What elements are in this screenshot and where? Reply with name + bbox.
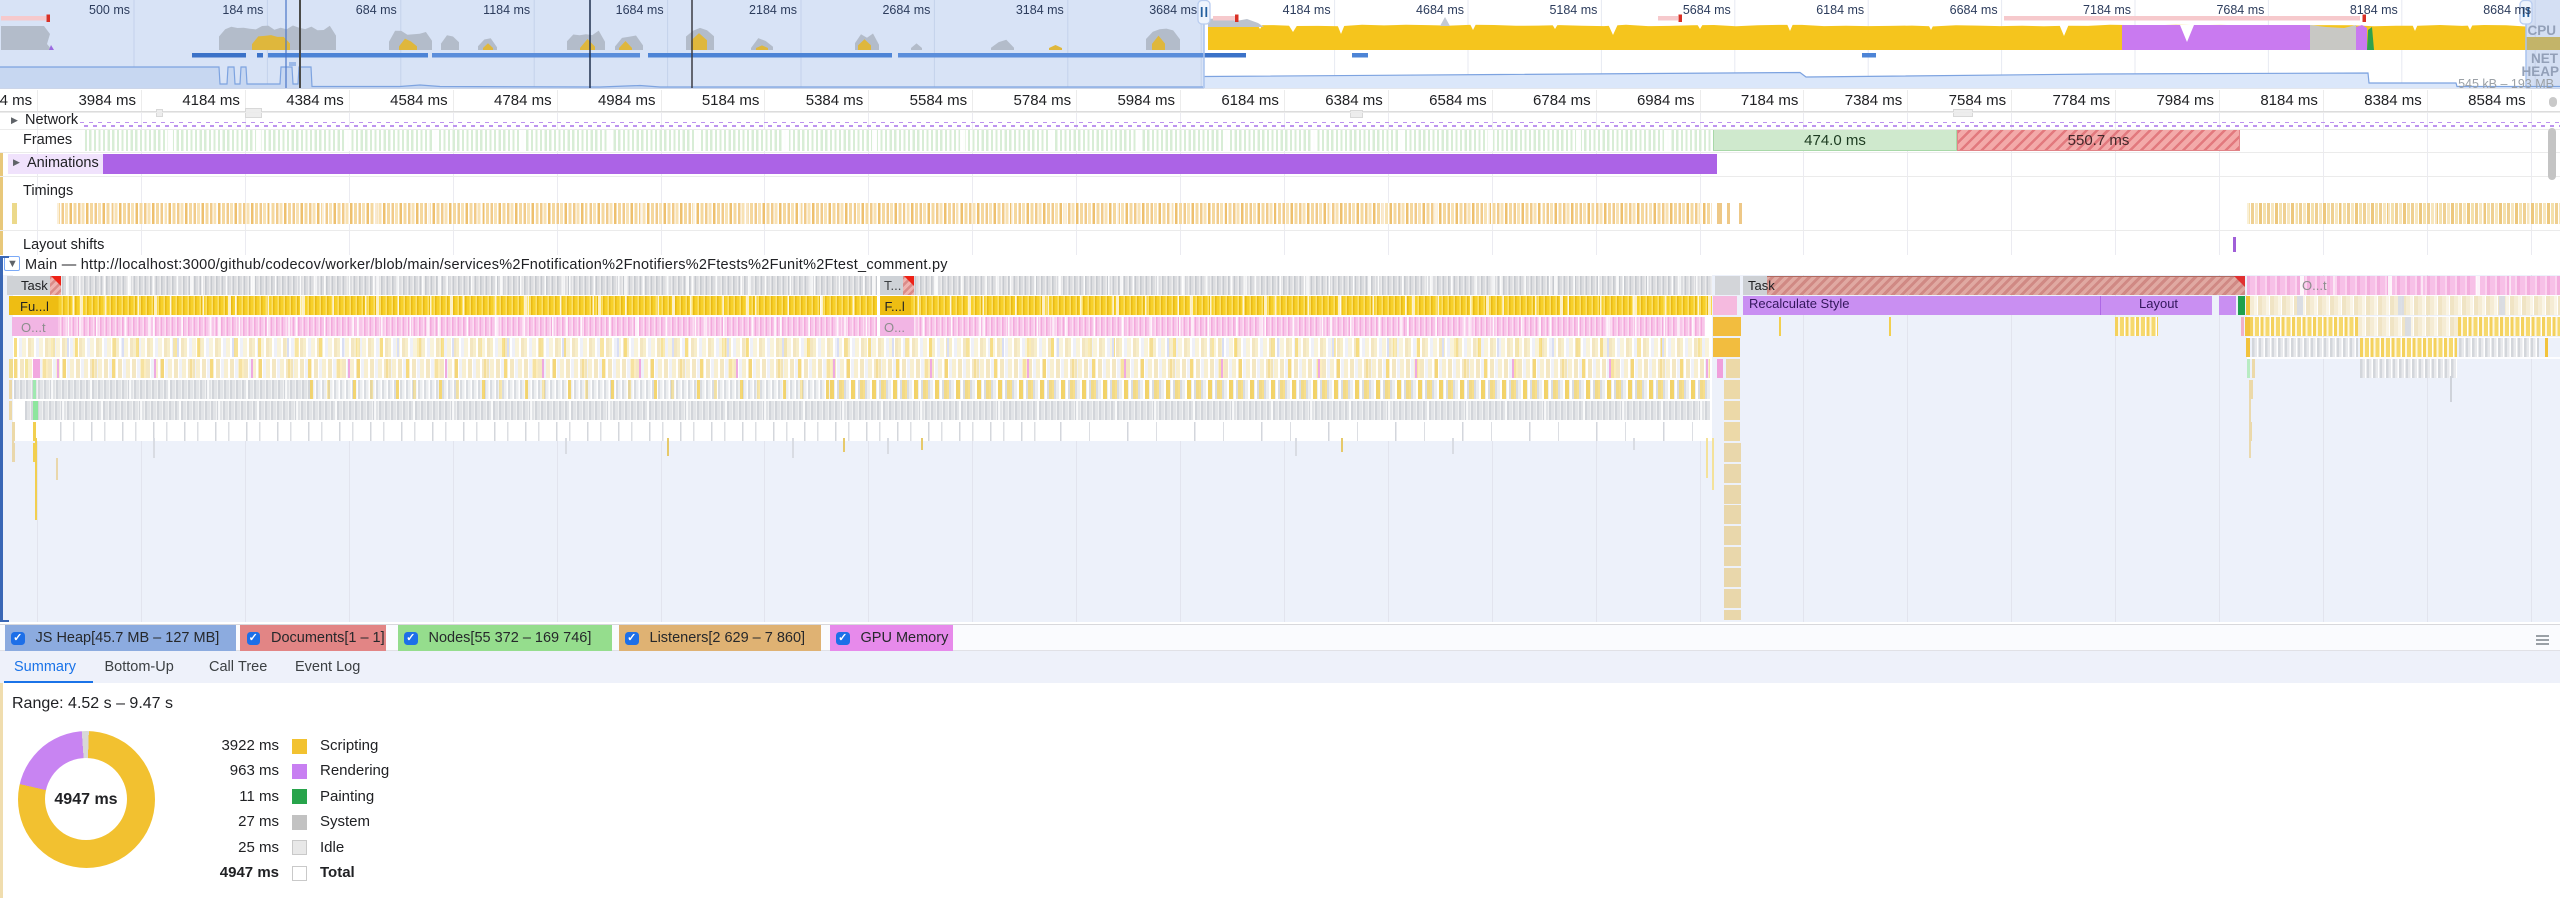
svg-text:4184 ms: 4184 ms [1283, 3, 1331, 17]
svg-text:7684 ms: 7684 ms [2216, 3, 2264, 17]
svg-text:8184 ms: 8184 ms [2350, 3, 2398, 17]
svg-text:684 ms: 684 ms [356, 3, 397, 17]
svg-text:6684 ms: 6684 ms [1950, 3, 1998, 17]
svg-text:8684 ms: 8684 ms [2483, 3, 2531, 17]
svg-text:184 ms: 184 ms [222, 3, 263, 17]
svg-text:3684 ms: 3684 ms [1149, 3, 1197, 17]
svg-text:5684 ms: 5684 ms [1683, 3, 1731, 17]
svg-text:NET: NET [2531, 51, 2559, 66]
svg-text:3184 ms: 3184 ms [1016, 3, 1064, 17]
svg-text:6184 ms: 6184 ms [1816, 3, 1864, 17]
svg-text:500 ms: 500 ms [89, 3, 130, 17]
svg-text:5184 ms: 5184 ms [1549, 3, 1597, 17]
svg-text:CPU: CPU [2527, 23, 2556, 38]
svg-text:2684 ms: 2684 ms [882, 3, 930, 17]
svg-text:HEAP: HEAP [2521, 64, 2559, 79]
svg-text:545 kB – 193 MB: 545 kB – 193 MB [2458, 77, 2554, 89]
svg-text:4684 ms: 4684 ms [1416, 3, 1464, 17]
svg-text:7184 ms: 7184 ms [2083, 3, 2131, 17]
svg-text:1184 ms: 1184 ms [483, 3, 530, 17]
svg-text:1684 ms: 1684 ms [616, 3, 664, 17]
svg-text:2184 ms: 2184 ms [749, 3, 797, 17]
